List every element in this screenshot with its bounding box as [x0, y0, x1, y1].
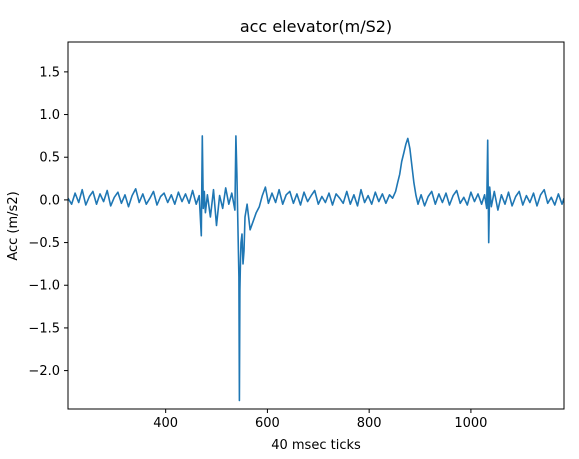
y-tick-label: −0.5: [28, 236, 60, 251]
x-tick-label: 800: [357, 416, 382, 431]
y-tick-label: 0.5: [39, 151, 60, 166]
x-tick-label: 1000: [454, 416, 487, 431]
y-tick-label: −2.0: [28, 364, 60, 379]
y-tick-label: −1.0: [28, 279, 60, 294]
chart-title: acc elevator(m/S2): [240, 17, 392, 36]
plot-frame: [67, 41, 565, 410]
x-tick-label: 400: [153, 416, 178, 431]
y-tick-label: −1.5: [28, 321, 60, 336]
x-tick-label: 600: [255, 416, 280, 431]
y-tick-label: 0.0: [39, 193, 60, 208]
y-tick-label: 1.0: [39, 108, 60, 123]
y-axis-label: Acc (m/s2): [6, 191, 21, 260]
y-tick-label: 1.5: [39, 65, 60, 80]
x-axis-label: 40 msec ticks: [271, 438, 361, 453]
plot-area: [67, 41, 565, 410]
series-line: [68, 135, 564, 402]
tick-marks: 400 600 800 1000 −2.0 −1.5 −1.0 −0.5 0.0 0.5 1.0 1.…: [28, 65, 487, 431]
